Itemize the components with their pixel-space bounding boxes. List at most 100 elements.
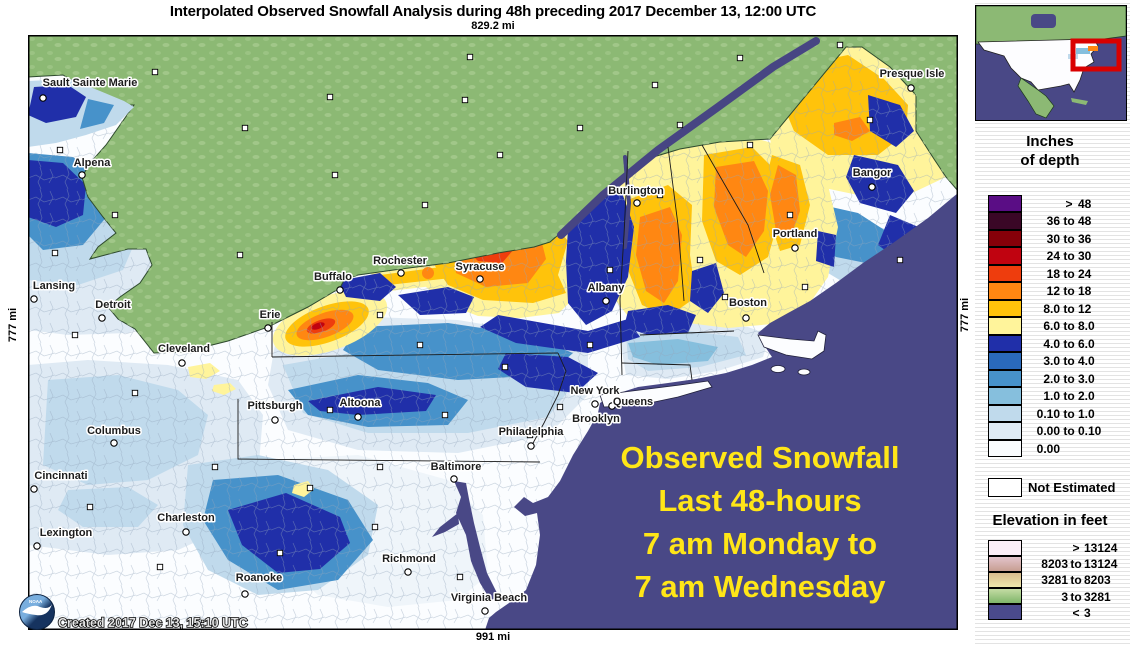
legend-row: 36 to 48 [988,212,1116,231]
ocean-region [485,193,958,630]
city-label: Cleveland [158,343,210,355]
legend-swatch [988,439,1022,457]
legend-swatch [988,422,1022,440]
snow-legend-title: Inches of depth [1020,133,1080,169]
legend-swatch [988,539,1022,556]
city-label: Charleston [157,512,215,524]
legend-row: 3 to 3281 [988,588,1128,605]
station-marker [456,573,464,581]
legend-swatch [988,282,1022,300]
station-marker [576,124,584,132]
legend-swatch [988,212,1022,230]
legend-swatch [988,588,1022,605]
legend-row: 8.0 to 12 [988,299,1116,318]
city-marker [30,295,38,303]
legend-swatch [988,299,1022,317]
city-marker [602,297,610,305]
city-marker [742,314,750,322]
city-label: Portland [773,228,818,240]
legend-range-text: 3.0 [1078,371,1095,386]
station-marker [526,431,534,439]
station-marker [656,191,664,199]
city-label: Cincinnati [34,470,87,482]
city-label: Pittsburgh [248,400,303,412]
city-label: Lexington [40,527,93,539]
legend-swatch [988,387,1022,405]
station-marker [71,331,79,339]
overlay-caption: Observed Snowfall Last 48-hours 7 am Monda… [620,440,899,604]
station-marker [496,151,504,159]
city-marker [110,439,118,447]
station-marker [376,463,384,471]
legend-row: <3 [988,604,1128,621]
station-marker [326,406,334,414]
map-border [28,35,958,630]
station-marker [441,411,449,419]
legend-swatch [988,571,1022,589]
station-marker [501,363,509,371]
legend-range-text: to [1063,371,1075,386]
legend-row: 18 to 24 [988,264,1116,283]
legend-row: 0.00 [988,439,1116,458]
legend-range-text: to [1063,336,1075,351]
city-marker [264,324,272,332]
city-marker [397,269,405,277]
state-borders [237,144,765,463]
city-label: Richmond [382,553,436,565]
legend-row: 1.0 to 2.0 [988,387,1116,406]
legend-swatch [988,194,1022,212]
legend-range-text: 6.0 [1078,336,1095,351]
legend-swatch [988,369,1022,387]
legend-range-text: to [1063,424,1075,439]
city-marker [182,528,190,536]
legend-range-text: to [1070,589,1082,604]
legend-row: 24 to 30 [988,247,1116,266]
legend-swatch [988,229,1022,247]
city-label: Lansing [33,280,75,292]
created-timestamp: Created 2017 Dec 13, 15:10 UTC [58,616,248,630]
city-marker [39,94,47,102]
city-label: Baltimore [431,461,482,473]
legend-range-text: 8203 [1084,573,1111,588]
legend-row: 0.00 to 0.10 [988,422,1116,441]
legend-row: 4.0 to 6.0 [988,334,1116,353]
legend-range-text: 12 [1046,284,1060,299]
city-marker [98,314,106,322]
legend-row: 0.10 to 1.0 [988,404,1116,423]
city-marker [608,402,616,410]
city-marker [404,568,412,576]
lake-champlain [623,155,632,249]
scale-top: 829.2 mi [471,20,515,32]
city-label: Burlington [608,185,664,197]
legend-range-text: 3 [1084,605,1091,620]
city-marker [354,413,362,421]
station-marker [111,211,119,219]
legend-range-text: 48 [1078,214,1092,229]
station-marker [606,266,614,274]
city-label: New York [570,385,620,397]
city-label: Alpena [74,157,112,169]
legend-range-text: to [1063,249,1075,264]
station-marker [151,68,159,76]
city-label: Sault Sainte Marie [43,77,138,89]
legend-range-text: to [1063,231,1075,246]
map-title: Interpolated Observed Snowfall Analysis … [169,3,817,20]
overlay-caption-line: Last 48-hours [658,483,861,518]
coastal-features [599,330,827,408]
station-marker [721,293,729,301]
legend-row: 8203 to 13124 [988,555,1128,572]
canada-terrain-texture [28,35,958,353]
not-estimated-swatch [988,478,1022,497]
legend-range-text: > [1065,196,1073,211]
inset-mexico [1017,77,1055,119]
station-marker [241,124,249,132]
legend-range-text: 2.0 [1078,389,1095,404]
legend-range-text: 3281 [1084,589,1111,604]
city-label: Erie [260,309,281,321]
legend-range-text: 4.0 [1043,336,1060,351]
legend-range-text: to [1063,301,1075,316]
station-marker [461,96,469,104]
city-labels: Sault Sainte Marie Alpena Lansing Detroit Cl… [30,67,946,615]
city-label: Boston [729,297,767,309]
legend-row: >13124 [988,539,1128,556]
